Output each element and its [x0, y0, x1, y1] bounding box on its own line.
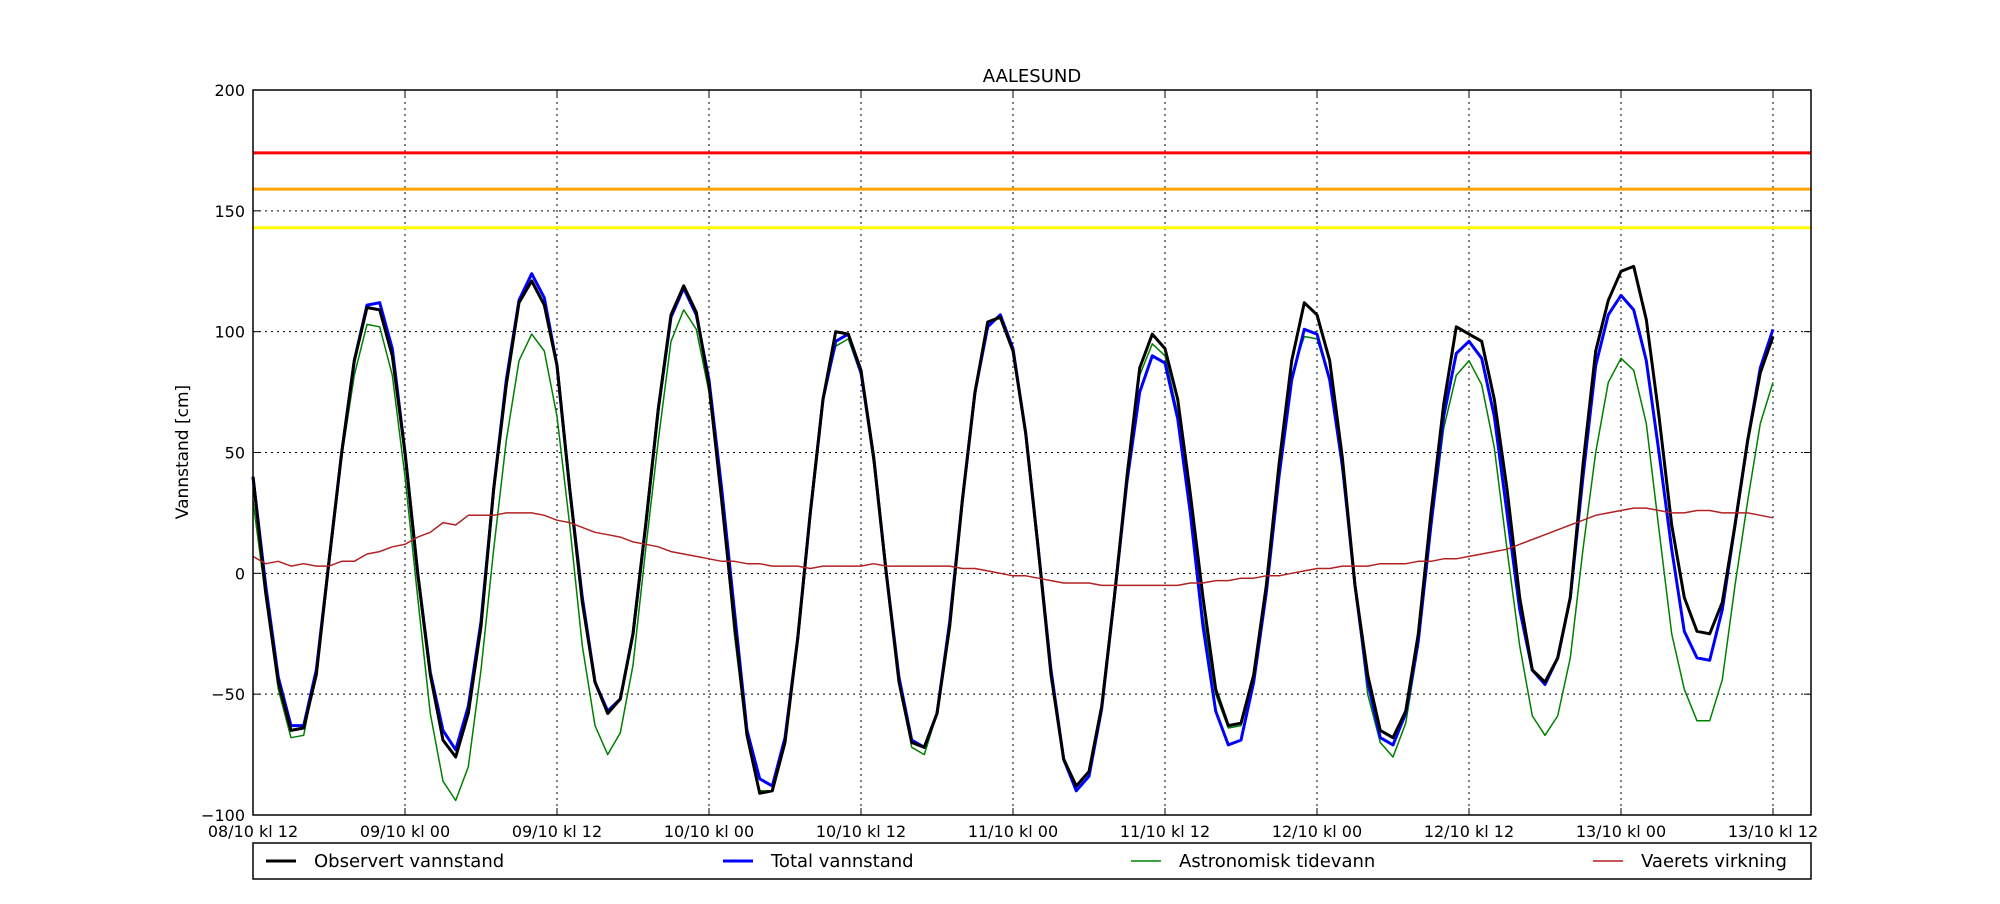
series-layer: [251, 264, 1775, 802]
legend-label: Astronomisk tidevann: [1179, 851, 1375, 872]
legend-label: Vaerets virkning: [1641, 851, 1787, 872]
chart-title: AALESUND: [983, 66, 1081, 87]
tick-layer: 08/10 kl 12 09/10 kl 00 09/10 kl 12 10/10 k…: [201, 81, 1818, 841]
series-line-vaerets-virkning: [252, 507, 1774, 587]
x-tick-label: 09/10 kl 12: [512, 822, 602, 841]
x-tick-label: 08/10 kl 12: [208, 822, 298, 841]
series-line-observert-vannstand: [251, 264, 1775, 795]
x-tick-label: 13/10 kl 00: [1576, 822, 1666, 841]
x-tick-label: 12/10 kl 00: [1272, 822, 1362, 841]
y-tick-label: −50: [211, 685, 245, 704]
x-tick-label: 13/10 kl 12: [1728, 822, 1818, 841]
y-tick-label: 150: [214, 202, 245, 221]
legend-box: [252, 842, 1812, 880]
x-tick-label: 09/10 kl 00: [360, 822, 450, 841]
x-tick-label: 11/10 kl 12: [1120, 822, 1210, 841]
y-axis-label: Vannstand [cm]: [173, 385, 193, 519]
x-tick-label: 10/10 kl 00: [664, 822, 754, 841]
y-tick-label: 0: [235, 564, 245, 583]
x-tick-label: 10/10 kl 12: [816, 822, 906, 841]
y-tick-label: 50: [225, 444, 245, 463]
y-tick-label: 200: [214, 81, 245, 100]
legend-label: Observert vannstand: [314, 851, 504, 872]
y-tick-label: 100: [214, 323, 245, 342]
threshold-layer: [253, 151, 1811, 230]
legend: Observert vannstand Total vannstand Astron…: [266, 851, 1787, 872]
y-tick-label: −100: [201, 806, 245, 825]
x-tick-label: 12/10 kl 12: [1424, 822, 1514, 841]
legend-label: Total vannstand: [770, 851, 914, 872]
x-tick-label: 11/10 kl 00: [968, 822, 1058, 841]
